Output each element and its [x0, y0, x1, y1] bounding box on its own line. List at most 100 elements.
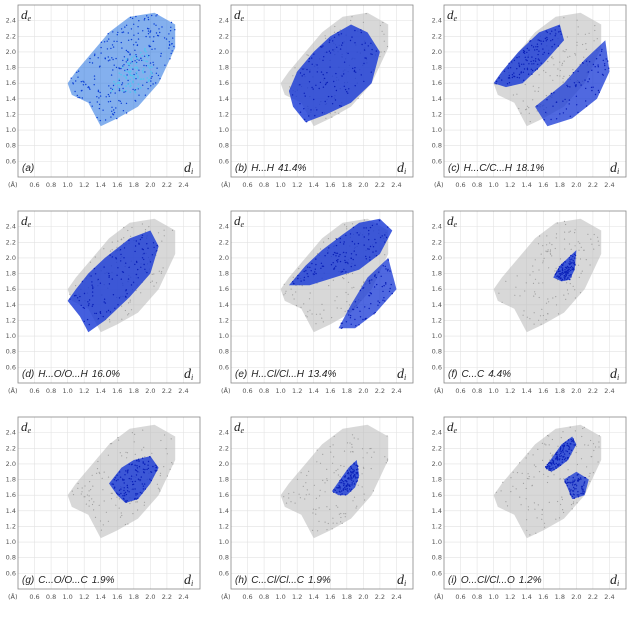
fingerprint-background-point — [107, 476, 110, 478]
y-tick-label: 2.2 — [219, 444, 229, 452]
contact-point — [553, 463, 556, 465]
fingerprint-background-point — [534, 278, 537, 280]
fingerprint-point — [170, 52, 172, 55]
contact-point — [549, 462, 552, 464]
contact-point — [374, 274, 376, 277]
y-tick-label: 2.0 — [432, 254, 442, 262]
contact-point — [560, 273, 562, 275]
contact-point — [351, 482, 353, 484]
contact-point — [297, 277, 299, 280]
fingerprint-point — [96, 101, 99, 103]
contact-point — [331, 95, 333, 98]
fingerprint-background-point — [350, 19, 352, 22]
y-tick-label: 2.4 — [219, 223, 229, 231]
fingerprint-background-point — [529, 534, 531, 536]
contact-point — [350, 467, 353, 470]
contact-point — [147, 467, 150, 470]
contact-point — [124, 495, 126, 497]
fingerprint-point — [134, 49, 136, 51]
contact-point — [544, 37, 547, 40]
fingerprint-background-point — [300, 472, 302, 474]
fingerprint-background-point — [584, 33, 586, 35]
fingerprint-point — [146, 27, 149, 30]
fingerprint-background-point — [131, 226, 133, 229]
contact-point — [560, 455, 563, 457]
fingerprint-point — [171, 50, 173, 52]
contact-point — [560, 451, 563, 453]
contact-point — [350, 471, 352, 473]
contact-point — [537, 39, 539, 41]
contact-point — [386, 270, 389, 272]
x-tick-label: 0.6 — [242, 387, 252, 395]
fingerprint-background-point — [115, 504, 117, 506]
fingerprint-point — [122, 110, 125, 112]
contact-point — [561, 458, 564, 461]
fingerprint-background-point — [555, 233, 558, 235]
contact-point — [349, 233, 352, 235]
contact-point — [566, 278, 568, 281]
y-tick-label: 1.6 — [432, 79, 442, 87]
y-tick-label: 0.6 — [219, 569, 229, 577]
contact-point — [570, 443, 572, 445]
fingerprint-background-point — [584, 444, 586, 446]
contact-point — [128, 491, 130, 493]
contact-point — [552, 467, 554, 469]
fingerprint-background-point — [69, 293, 71, 295]
fingerprint-point — [170, 21, 173, 24]
contact-point — [308, 60, 310, 63]
contact-point — [569, 493, 572, 496]
contact-point — [565, 108, 568, 110]
contact-point — [356, 306, 358, 309]
contact-point — [99, 311, 102, 314]
contact-point — [379, 236, 382, 239]
fingerprint-background-point — [134, 453, 136, 455]
fingerprint-background-point — [99, 472, 101, 475]
y-tick-label: 2.4 — [432, 17, 442, 25]
contact-point — [564, 277, 566, 280]
fingerprint-background-point — [347, 272, 349, 275]
contact-point — [536, 68, 538, 70]
contact-point — [135, 240, 137, 242]
fingerprint-point — [145, 65, 147, 67]
fingerprint-background-point — [165, 448, 167, 450]
fingerprint-point — [110, 74, 113, 76]
contact-point — [303, 279, 305, 281]
fingerprint-background-point — [549, 242, 551, 244]
fingerprint-background-point — [100, 529, 102, 531]
fingerprint-point-dense — [129, 91, 132, 94]
contact-point — [117, 304, 119, 306]
fingerprint-background-point — [557, 313, 560, 315]
y-tick-label: 2.2 — [432, 32, 442, 40]
contact-point — [535, 46, 537, 48]
contact-point — [346, 484, 349, 486]
contact-point — [146, 243, 148, 245]
fingerprint-background-point — [534, 508, 536, 510]
contact-point — [562, 100, 564, 102]
y-tick-label: 1.8 — [6, 476, 16, 484]
contact-point — [548, 469, 550, 471]
fingerprint-background-point — [88, 505, 90, 507]
contact-point — [595, 58, 598, 60]
fingerprint-background-point — [512, 94, 514, 96]
fingerprint-point-dense — [128, 71, 131, 74]
contact-point — [349, 474, 352, 477]
y-tick-label: 1.8 — [219, 476, 229, 484]
contact-point — [547, 52, 550, 55]
y-tick-label: 0.6 — [6, 569, 16, 577]
fingerprint-background-point — [290, 288, 292, 290]
contact-point — [346, 91, 348, 93]
fingerprint-background-point — [97, 460, 99, 463]
fingerprint-background-point — [585, 259, 587, 261]
contact-point — [136, 493, 139, 495]
x-tick-label: 2.2 — [162, 593, 172, 601]
fingerprint-panel: 2.4 2.2 2.0 1.8 1.6 1.4 1.2 1.0 0.8 0.6 (Å) 0.6 0.8 1… — [219, 415, 415, 605]
fingerprint-point-dense — [129, 73, 131, 76]
contact-point — [546, 38, 548, 41]
fingerprint-point — [87, 86, 89, 89]
fingerprint-background-point — [524, 290, 526, 292]
x-tick-label: 2.4 — [604, 181, 614, 189]
fingerprint-background-point — [379, 56, 381, 58]
fingerprint-background-point — [527, 506, 529, 508]
fingerprint-point — [131, 60, 134, 63]
fingerprint-background-point — [583, 426, 585, 428]
